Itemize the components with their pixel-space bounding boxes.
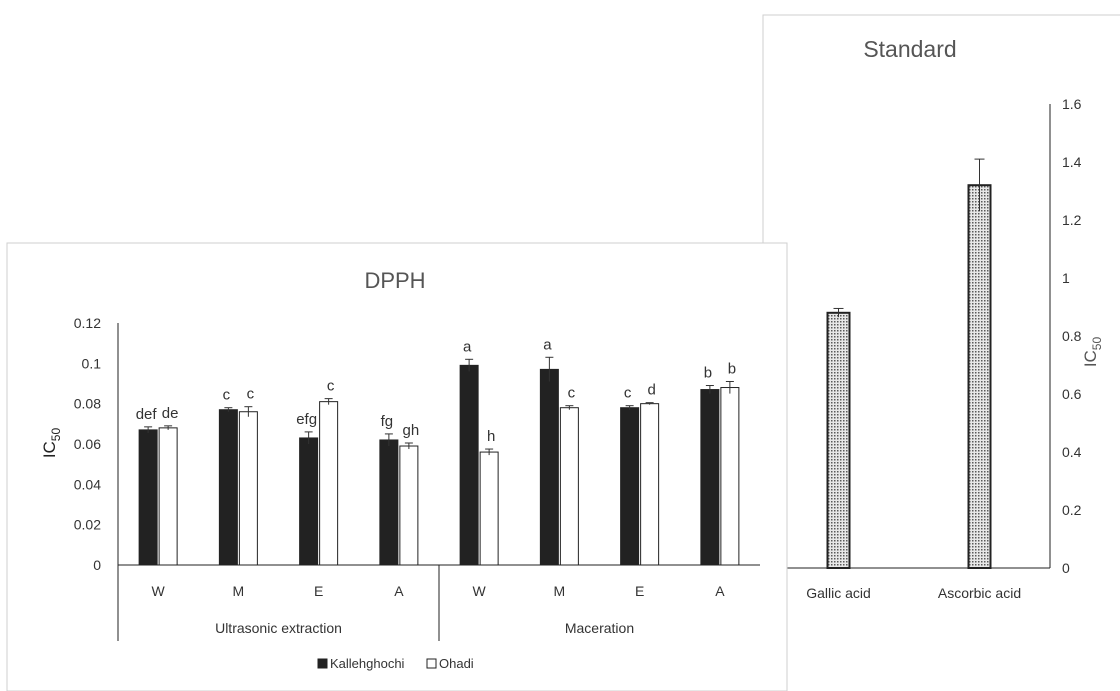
standard-y-tick-label: 0 — [1062, 560, 1070, 576]
standard-chart-title: Standard — [863, 36, 956, 62]
dpph-significance-letter: def — [136, 406, 158, 423]
dpph-significance-letter: fg — [381, 413, 394, 430]
dpph-y-tick-label: 0.04 — [74, 476, 101, 492]
dpph-bar-ohadi — [238, 411, 258, 566]
dpph-legend-swatch — [426, 658, 437, 669]
dpph-bar-ohadi — [399, 445, 419, 566]
standard-y-axis-label-text: IC50 — [1081, 337, 1104, 368]
dpph-bar-kallehghochi — [459, 364, 479, 566]
dpph-x-tick-label: M — [554, 583, 566, 599]
dpph-significance-letter: c — [327, 378, 335, 395]
dpph-significance-letter: d — [647, 382, 655, 399]
dpph-bar-ohadi — [640, 403, 660, 566]
standard-axes — [768, 104, 1051, 569]
dpph-x-labels: W M E A Ultrasonic extraction W M E A Maceration — [152, 583, 726, 636]
dpph-significance-letter: a — [463, 338, 472, 355]
dpph-bars — [138, 356, 740, 566]
dpph-x-tick-label: A — [394, 583, 404, 599]
dpph-bar-kallehghochi — [299, 437, 319, 566]
standard-y-axis-label-sub: 50 — [1090, 337, 1104, 351]
dpph-x-tick-label: E — [314, 583, 323, 599]
standard-y-tick-label: 1 — [1062, 270, 1070, 286]
dpph-legend-swatch — [317, 658, 328, 669]
dpph-bar-kallehghochi — [218, 409, 238, 566]
standard-y-axis-label-main: IC — [1081, 350, 1100, 367]
dpph-significance-letter: gh — [403, 422, 420, 439]
dpph-bar-ohadi — [479, 451, 499, 566]
dpph-significance-letter: c — [624, 385, 632, 402]
standard-y-tick-label: 0.2 — [1062, 502, 1082, 518]
dpph-bar-kallehghochi — [700, 389, 720, 566]
dpph-significance-letter: a — [543, 336, 552, 353]
dpph-significance-letter: b — [704, 365, 712, 382]
standard-y-tick-label: 1.2 — [1062, 212, 1082, 228]
dpph-significance-letter: c — [223, 387, 231, 404]
dpph-y-ticks: 0 0.02 0.04 0.06 0.08 0.1 0.12 — [74, 315, 101, 573]
dpph-bar-ohadi — [158, 427, 178, 566]
dpph-bar-ohadi — [559, 407, 579, 566]
standard-y-tick-label: 1.6 — [1062, 96, 1082, 112]
dpph-y-axis-label-text: IC50 — [40, 428, 63, 459]
standard-bar — [826, 311, 851, 569]
dpph-y-tick-label: 0.06 — [74, 436, 101, 452]
standard-y-tick-label: 0.8 — [1062, 328, 1082, 344]
dpph-y-tick-label: 0.1 — [82, 355, 102, 371]
dpph-y-tick-label: 0 — [93, 557, 101, 573]
dpph-bar-ohadi — [720, 387, 740, 566]
dpph-bar-ohadi — [319, 401, 339, 566]
dpph-bar-kallehghochi — [379, 439, 399, 566]
dpph-chart-title: DPPH — [364, 268, 425, 293]
dpph-group-label: Maceration — [565, 620, 634, 636]
dpph-x-tick-label: W — [473, 583, 487, 599]
dpph-y-tick-label: 0.08 — [74, 396, 101, 412]
dpph-significance-letter: c — [568, 385, 576, 402]
dpph-y-axis-label-sub: 50 — [49, 428, 63, 442]
dpph-significance-letter: b — [728, 360, 736, 377]
dpph-significance-letter: efg — [296, 411, 317, 428]
standard-y-ticks: 0 0.2 0.4 0.6 0.8 1 1.2 1.4 1.6 — [1062, 96, 1082, 576]
standard-y-tick-label: 1.4 — [1062, 154, 1082, 170]
dpph-legend: Kallehghochi Ohadi — [317, 656, 474, 671]
standard-x-labels: Gallic acid Ascorbic acid — [806, 585, 1021, 601]
standard-x-tick-label: Gallic acid — [806, 585, 871, 601]
standard-chart: Standard IC50 Gallic acid Ascorbic acid 0… — [762, 14, 1120, 691]
dpph-legend-label: Kallehghochi — [330, 656, 405, 671]
dpph-bar-kallehghochi — [539, 368, 559, 566]
dpph-x-tick-label: W — [152, 583, 166, 599]
dpph-significance-letter: c — [247, 386, 255, 403]
dpph-bar-kallehghochi — [138, 429, 158, 566]
standard-bars — [826, 158, 992, 569]
standard-y-tick-label: 0.4 — [1062, 444, 1082, 460]
dpph-x-tick-label: E — [635, 583, 644, 599]
standard-bar — [967, 184, 992, 569]
dpph-significance-letter: h — [487, 428, 495, 445]
dpph-x-tick-label: A — [715, 583, 725, 599]
dpph-y-tick-label: 0.02 — [74, 517, 101, 533]
dpph-group-label: Ultrasonic extraction — [215, 620, 342, 636]
dpph-bar-kallehghochi — [620, 407, 640, 566]
dpph-significance-letter: de — [162, 405, 179, 422]
dpph-y-tick-label: 0.12 — [74, 315, 101, 331]
dpph-x-tick-label: M — [233, 583, 245, 599]
standard-y-tick-label: 0.6 — [1062, 386, 1082, 402]
dpph-y-axis-label-main: IC — [40, 441, 59, 458]
standard-y-axis-label: IC50 — [1081, 337, 1104, 368]
dpph-legend-label: Ohadi — [439, 656, 474, 671]
dpph-y-axis-label: IC50 — [40, 428, 63, 459]
standard-x-tick-label: Ascorbic acid — [938, 585, 1021, 601]
dpph-chart: DPPH IC50 00.020.040.060.080.10.12 def de… — [6, 242, 788, 691]
